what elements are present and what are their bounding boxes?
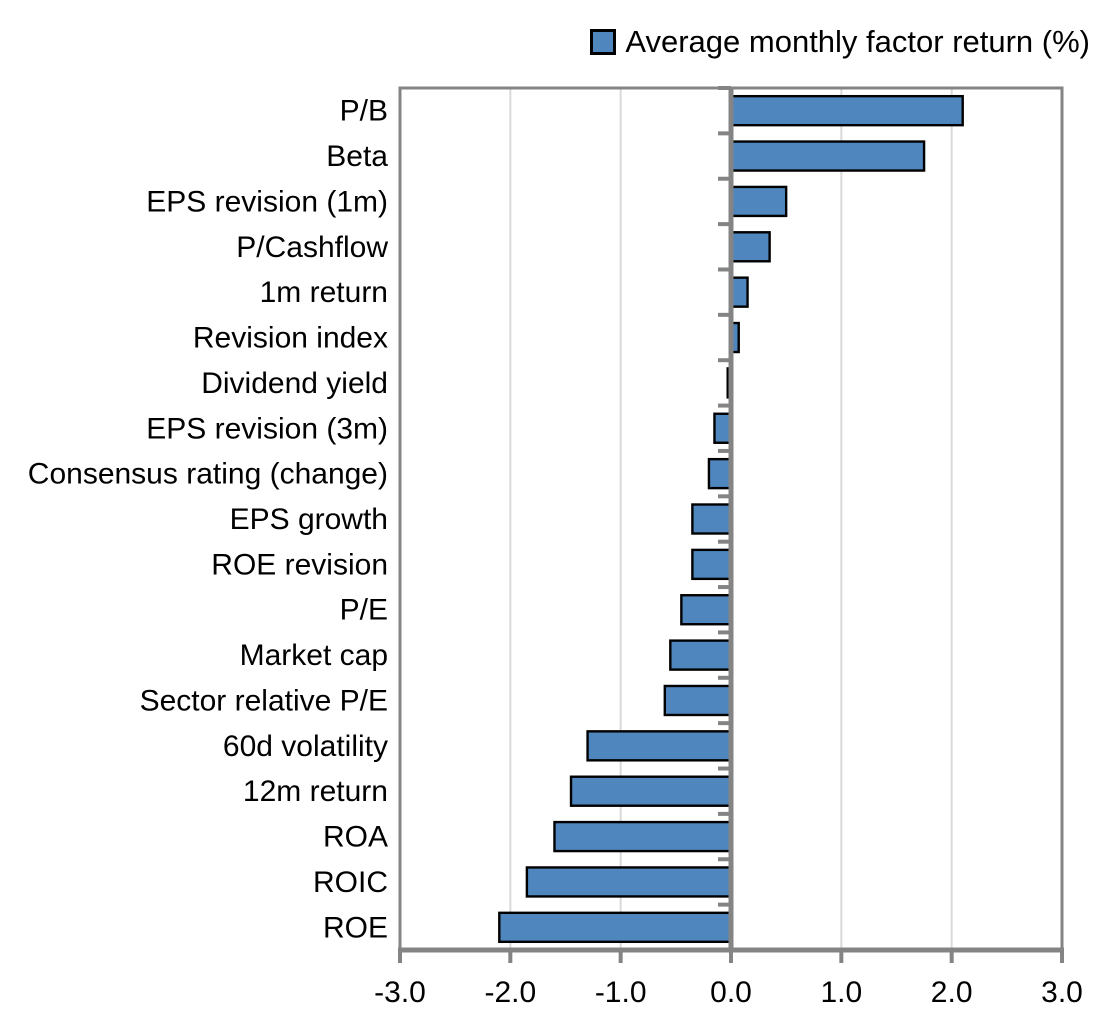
bar xyxy=(569,775,733,807)
x-tick-label: 0.0 xyxy=(710,976,752,1009)
bar xyxy=(663,684,733,717)
plot-border xyxy=(398,86,1064,952)
category-label: Dividend yield xyxy=(201,367,388,400)
bar xyxy=(691,503,733,535)
category-label: 60d volatility xyxy=(223,730,388,763)
category-label: ROIC xyxy=(313,866,388,899)
x-tick-label: 2.0 xyxy=(931,976,973,1009)
bar xyxy=(729,231,771,263)
category-label: Beta xyxy=(326,140,388,173)
bar xyxy=(669,639,733,671)
category-label: P/Cashflow xyxy=(236,231,388,264)
category-label: ROA xyxy=(323,821,388,854)
x-tick-label: 3.0 xyxy=(1041,976,1083,1009)
category-label: ROE xyxy=(323,911,388,944)
legend: Average monthly factor return (%) xyxy=(590,24,1090,60)
category-label: Revision index xyxy=(193,322,388,355)
category-label: 1m return xyxy=(260,276,388,309)
legend-label: Average monthly factor return (%) xyxy=(625,24,1090,59)
category-label: Market cap xyxy=(240,639,388,672)
bar xyxy=(498,911,733,944)
category-label: EPS growth xyxy=(230,503,388,536)
category-label: EPS revision (1m) xyxy=(146,185,388,218)
category-label: P/B xyxy=(340,95,388,128)
category-label: 12m return xyxy=(243,775,388,808)
x-tick-label: 1.0 xyxy=(820,976,862,1009)
bar xyxy=(525,866,733,898)
bar xyxy=(586,730,733,762)
bar xyxy=(729,140,926,172)
category-label: Consensus rating (change) xyxy=(28,458,388,491)
bar xyxy=(729,185,788,218)
category-label: EPS revision (3m) xyxy=(146,412,388,445)
x-tick-label: -2.0 xyxy=(484,976,536,1009)
bar xyxy=(707,457,733,490)
bar xyxy=(553,820,733,853)
category-label: Sector relative P/E xyxy=(140,684,388,717)
bar xyxy=(680,594,733,626)
bar xyxy=(691,548,733,581)
x-tick-label: -1.0 xyxy=(595,976,647,1009)
bar xyxy=(729,94,964,127)
x-tick-label: -3.0 xyxy=(374,976,426,1009)
category-label: ROE revision xyxy=(211,548,388,581)
category-label: P/E xyxy=(340,594,388,627)
legend-marker-icon xyxy=(590,29,617,55)
